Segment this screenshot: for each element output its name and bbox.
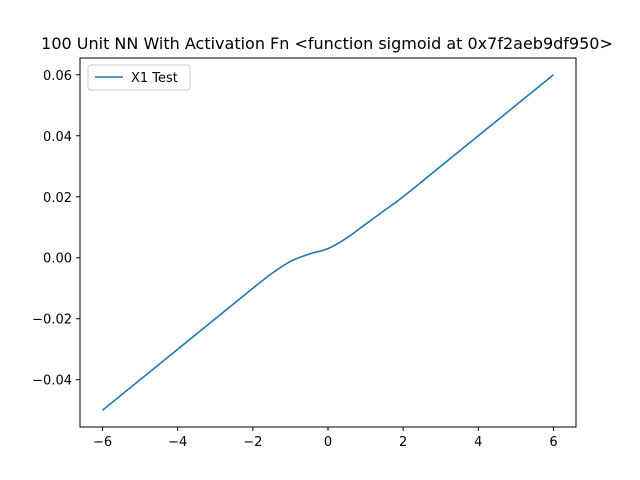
series-layer [102,74,554,411]
x-tick-label: −2 [243,435,262,450]
y-tick-label: 0.06 [43,69,72,84]
x-tick-label: 4 [474,435,482,450]
y-tick-label: −0.04 [32,374,72,389]
legend-label: X1 Test [131,71,178,86]
legend-box [87,64,191,91]
legend: X1 Test [87,64,191,91]
x-tick-label: −6 [93,435,112,450]
series-line-0 [102,74,554,411]
y-tick-label: −0.02 [32,313,72,328]
ticks: −6 −4 −2 0 2 4 6 −0.04 −0.02 0.00 0.02 0.04 0.06 [32,69,557,450]
x-tick-label: 2 [399,435,407,450]
x-tick-label: 6 [549,435,557,450]
y-tick-label: 0.04 [43,130,72,145]
x-tick-label: 0 [324,435,332,450]
y-tick-label: 0.00 [43,252,72,267]
chart-title: 100 Unit NN With Activation Fn <function… [41,34,613,53]
y-tick-label: 0.02 [43,191,72,206]
x-tick-label: −4 [168,435,187,450]
